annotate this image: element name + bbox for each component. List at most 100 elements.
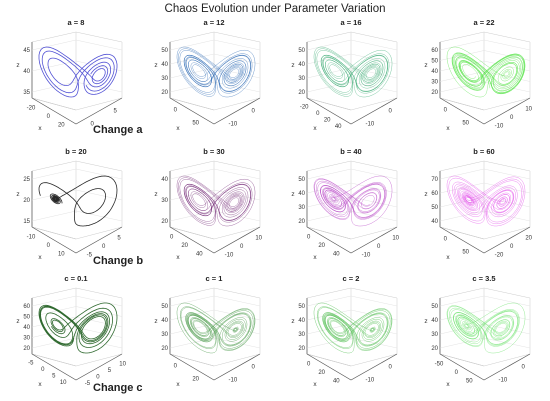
- chart-svg: c = 2 20 30 40 50 z 0 20 40 x -10 0: [291, 274, 398, 388]
- z-tick-label: 40: [431, 69, 438, 75]
- row-label-change-c: Change c: [93, 382, 143, 394]
- row-label-change-b: Change b: [93, 255, 144, 267]
- z-grid-line: [483, 71, 531, 82]
- wall-edge: [213, 31, 261, 98]
- z-tick-label: 40: [298, 191, 305, 197]
- z-grid-line: [75, 316, 123, 328]
- z-grid-line: [169, 39, 215, 51]
- y-tick-label: 0: [377, 244, 381, 250]
- z-grid-line: [306, 210, 352, 222]
- z-tick-label: 40: [161, 318, 168, 324]
- z-grid-line: [439, 210, 485, 222]
- wall-edge: [31, 31, 77, 43]
- y-tick-label: 5: [108, 368, 112, 374]
- z-tick-label: 40: [23, 69, 30, 75]
- y-tick-label: -20: [495, 253, 504, 259]
- x-tick-label: 10: [60, 380, 67, 386]
- z-grid-line: [483, 60, 531, 72]
- wall-edge: [75, 31, 123, 98]
- page-title: Chaos Evolution under Parameter Variatio…: [164, 3, 386, 15]
- wall-edge: [31, 287, 77, 299]
- floor-edge: [306, 226, 398, 240]
- axes-box: [439, 31, 531, 125]
- trajectory-line: [313, 46, 393, 98]
- z-grid-line: [169, 53, 215, 65]
- z-tick-label: 40: [431, 318, 438, 324]
- z-tick-label: 50: [23, 315, 30, 321]
- z-grid-line: [213, 295, 261, 307]
- y-tick-label: -10: [366, 378, 375, 384]
- axes-box: [306, 31, 398, 125]
- y-tick-label: 0: [240, 244, 244, 250]
- x-tick-label: 0: [47, 243, 51, 249]
- z-grid-line: [350, 295, 398, 307]
- x-axis-label: x: [176, 381, 180, 388]
- z-axis-label: z: [16, 318, 19, 325]
- floor-edge: [169, 353, 261, 367]
- wall-edge: [213, 160, 261, 227]
- x-tick-label: 0: [455, 370, 459, 376]
- x-tick-label: 20: [318, 370, 325, 376]
- chart-panel-12: c = 3.5 20 30 40 50 z -50 0 50 x -10 0: [418, 272, 548, 390]
- z-tick-label: 40: [298, 318, 305, 324]
- z-grid-line: [213, 81, 261, 93]
- z-tick-label: 20: [298, 90, 305, 96]
- floor-front-edge: [306, 353, 398, 381]
- y-tick-label: -10: [229, 122, 238, 128]
- floor-front-edge: [439, 97, 531, 125]
- x-axis-label: x: [313, 381, 317, 388]
- z-grid-line: [483, 295, 531, 307]
- axes-box: [439, 160, 531, 254]
- y-tick-label: 0: [389, 109, 393, 115]
- x-tick-label: -20: [27, 105, 36, 111]
- y-tick-label: 0: [252, 365, 256, 371]
- x-tick-label: 0: [170, 234, 174, 240]
- floor-edge: [439, 353, 531, 367]
- x-axis-label: x: [38, 381, 42, 388]
- trajectory-line: [446, 175, 526, 227]
- z-grid-line: [31, 168, 77, 180]
- z-tick-label: 35: [23, 90, 30, 96]
- x-tick-label: 5: [52, 373, 56, 379]
- z-axis-label: z: [424, 62, 427, 69]
- wall-edge: [439, 160, 485, 172]
- z-grid-line: [350, 210, 398, 222]
- x-tick-label: -20: [300, 104, 309, 110]
- chart-svg: c = 0.1 20 30 40 50 60 z -5 0 5 10 x -5 0 5 10: [16, 274, 126, 388]
- x-tick-label: 10: [58, 252, 65, 258]
- z-axis-label: z: [154, 318, 157, 325]
- chart-panel-2: a = 12 20 30 40 50 z 0 50 x -10 0: [148, 16, 278, 134]
- wall-edge: [350, 287, 398, 354]
- x-tick-label: 0: [174, 108, 178, 114]
- x-tick-label: -50: [435, 361, 444, 367]
- z-grid-line: [306, 309, 352, 321]
- y-tick-label: 0: [96, 374, 100, 380]
- x-tick-label: 20: [58, 123, 65, 129]
- wall-edge: [350, 160, 398, 227]
- z-tick-label: 50: [161, 304, 168, 310]
- floor-front-edge: [31, 97, 123, 125]
- floor-edge: [306, 353, 398, 367]
- z-grid-line: [169, 189, 215, 201]
- z-axis-label: z: [291, 318, 294, 325]
- z-grid-line: [439, 39, 485, 51]
- chart-panel-11: c = 2 20 30 40 50 z 0 20 40 x -10 0: [285, 272, 415, 390]
- floor-edge: [31, 226, 123, 240]
- row-label-change-a: Change a: [93, 124, 143, 136]
- chart-svg: c = 3.5 20 30 40 50 z -50 0 50 x -10 0: [424, 274, 531, 388]
- floor-edge: [169, 97, 261, 111]
- z-grid-line: [306, 323, 352, 335]
- y-tick-label: 0: [510, 115, 514, 121]
- z-tick-label: 40: [161, 62, 168, 68]
- floor-edge: [31, 97, 123, 111]
- y-tick-label: -10: [495, 124, 504, 130]
- z-tick-label: 20: [431, 90, 438, 96]
- z-grid-line: [213, 168, 261, 180]
- z-tick-label: 20: [23, 198, 30, 204]
- z-grid-line: [75, 327, 123, 338]
- floor-edge: [169, 226, 261, 240]
- floor-front-edge: [439, 226, 531, 254]
- chart-title: c = 0.1: [64, 274, 87, 283]
- z-grid-line: [439, 182, 485, 194]
- wall-edge: [213, 287, 261, 354]
